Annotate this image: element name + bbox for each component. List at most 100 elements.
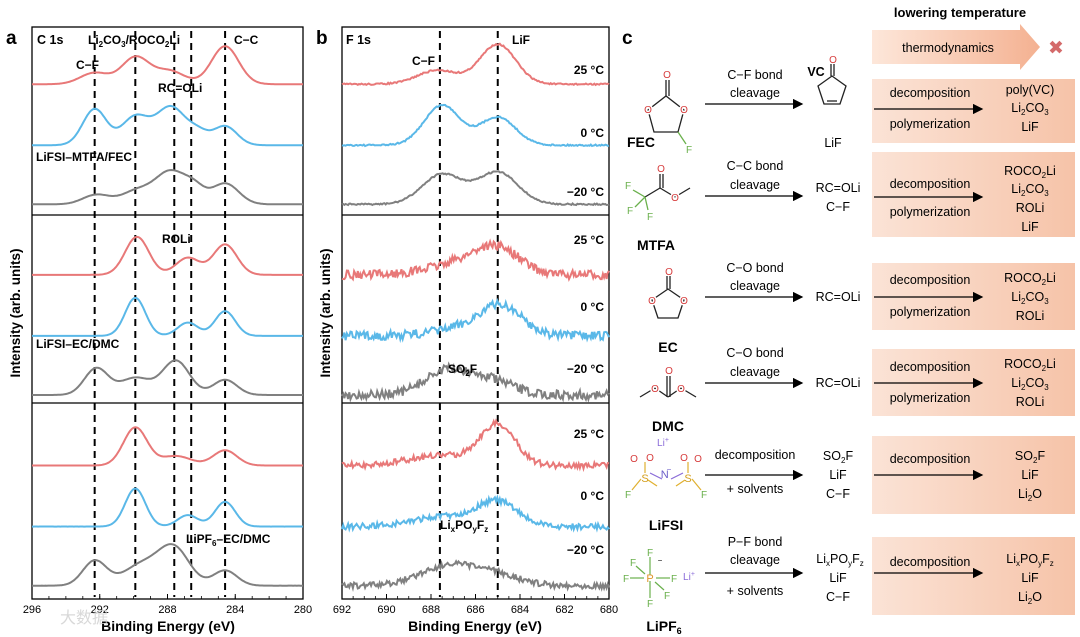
panel-letter-a: a (6, 28, 17, 49)
electrolyte-label-1: LiFSI–MTFA/FEC (36, 150, 132, 164)
mtfa-f: F (627, 206, 633, 217)
row2-inter-cf: C−F (826, 200, 850, 214)
row6-inter: LiF (829, 571, 847, 585)
lowering-temperature-label: lowering temperature (894, 5, 1026, 20)
spectrum-line (32, 296, 303, 337)
row1-step2-bot: polymerization (890, 117, 971, 131)
spectrum-line (32, 168, 303, 206)
row2-product: Li2CO3 (1011, 182, 1049, 198)
row6-product: Li2O (1018, 590, 1042, 606)
row1-step1-bot: cleavage (730, 86, 780, 100)
panel-a-title: C 1s (37, 33, 63, 47)
panel-b-ylabel: Intensity (arb. units) (318, 248, 333, 377)
lipf6-f: F (623, 574, 629, 585)
row4-step2-bot: polymerization (890, 391, 971, 405)
row3-step1-top: C−O bond (726, 261, 783, 275)
row6-product: LixPOyFz (1006, 552, 1053, 568)
mtfa-structure (632, 174, 691, 211)
panel-b-x-axis: 692 690 688 686 684 682 680 (333, 594, 618, 616)
annot-b-cf: C−F (412, 54, 435, 68)
dmc-o: O (677, 384, 685, 395)
row2-step1-bot: cleavage (730, 178, 780, 192)
panel-letter-c: c (622, 28, 633, 49)
ec-structure (651, 276, 685, 319)
lifsi-s: S (684, 473, 691, 485)
row5-product: Li2O (1018, 487, 1042, 503)
spectrum-line (341, 103, 610, 148)
row5-product: SO2F (1015, 449, 1046, 465)
annot-cf: C−F (76, 58, 99, 72)
row3-step1-bot: cleavage (730, 279, 780, 293)
lifsi-o: O (680, 453, 688, 464)
ec-o: O (680, 296, 688, 307)
electrolyte-label-3: LiPF6–EC/DMC (186, 532, 271, 548)
ec-o: O (648, 296, 656, 307)
lifsi-o: O (694, 454, 702, 465)
panel-a-x-axis: 296 292 288 284 280 (23, 594, 312, 616)
fec-structure (647, 80, 687, 145)
row5-step1-top: decomposition (715, 448, 796, 462)
x-tick-label: 688 (422, 604, 440, 616)
spectrum-line (32, 359, 303, 396)
row2-step2-bot: polymerization (890, 205, 971, 219)
panel-b-xlabel: Binding Energy (eV) (408, 618, 542, 634)
lipf6-f: F (647, 548, 653, 559)
dmc-o: O (665, 366, 673, 377)
vc-label: VC (807, 65, 824, 79)
row3-step2-bot: polymerization (890, 305, 971, 319)
panel-c-scheme: lowering temperature thermodynamics ✖ O … (623, 5, 1075, 636)
temp-label: −20 °C (567, 543, 604, 557)
spectrum-line (341, 238, 610, 283)
lifsi-n: N− (661, 465, 672, 481)
fec-o-ring: O (644, 105, 652, 116)
spectrum-line (341, 361, 610, 403)
lifsi-s: S (641, 473, 648, 485)
row6-product: LiF (1021, 571, 1039, 585)
spectrum-line (32, 543, 303, 587)
spectrum-line (32, 45, 303, 86)
row4-inter-rcoli: RC=OLi (816, 376, 861, 390)
spectrum-line (341, 494, 610, 533)
panel-a-spectra (32, 45, 304, 587)
lipf6-charge: − (658, 556, 663, 565)
lifsi-label: LiFSI (649, 517, 683, 533)
row3-product: Li2CO3 (1011, 290, 1049, 306)
row5-step2-top: decomposition (890, 452, 971, 466)
x-tick-label: 684 (511, 604, 529, 616)
mtfa-f: F (625, 181, 631, 192)
cross-icon: ✖ (1048, 38, 1064, 59)
dmc-structure (639, 376, 697, 398)
temp-label: −20 °C (567, 362, 604, 376)
row4-product: ROLi (1016, 395, 1044, 409)
ec-label: EC (658, 339, 677, 355)
x-tick-label: 284 (226, 604, 244, 616)
mtfa-o: O (657, 164, 665, 175)
x-tick-label: 280 (294, 604, 312, 616)
row2-product: LiF (1021, 220, 1039, 234)
fec-label: FEC (627, 134, 655, 150)
spectrum-line (341, 170, 610, 207)
panel-a-ylabel: Intensity (arb. units) (8, 248, 23, 377)
x-tick-label: 682 (555, 604, 573, 616)
fec-o-ring: O (680, 105, 688, 116)
vc-structure (817, 64, 847, 105)
panel-a-c1s: 296 292 288 284 280 C 1s C−F Li2CO3/ROCO2Li … (23, 26, 312, 616)
row5-inter: LiF (829, 468, 847, 482)
lipf6-f: F (647, 599, 653, 610)
mtfa-o: O (671, 193, 679, 204)
lipf6-f: F (671, 574, 677, 585)
row2-step1-top: C−C bond (727, 159, 784, 173)
spectrum-line (341, 297, 610, 344)
x-tick-label: 690 (377, 604, 395, 616)
lifsi-li: Li+ (657, 437, 669, 449)
lifsi-f: F (701, 490, 707, 501)
row2-step2-top: decomposition (890, 177, 971, 191)
row3-inter-rcoli: RC=OLi (816, 290, 861, 304)
ec-o: O (665, 267, 673, 278)
electrolyte-label-2: LiFSI–EC/DMC (36, 337, 120, 351)
lipf6-structure (630, 557, 670, 598)
temp-label: 25 °C (574, 427, 604, 441)
row4-step1-bot: cleavage (730, 365, 780, 379)
mtfa-label: MTFA (637, 237, 675, 253)
spectrum-line (32, 235, 303, 276)
